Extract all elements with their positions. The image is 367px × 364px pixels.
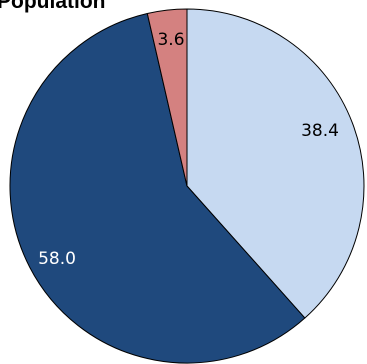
slice-data-label: 3.6 bbox=[157, 30, 184, 50]
pie-slice-38-4 bbox=[186, 8, 365, 319]
chart-title: Population bbox=[0, 0, 106, 13]
slice-data-label: 58.0 bbox=[38, 249, 76, 269]
pie-slice-58-0 bbox=[9, 13, 306, 364]
pie-labels: 38.4 58.0 3.6 bbox=[38, 30, 339, 269]
pie-slices bbox=[9, 8, 365, 364]
pie-slice-3-6 bbox=[146, 8, 188, 187]
slice-data-label: 38.4 bbox=[301, 121, 339, 141]
